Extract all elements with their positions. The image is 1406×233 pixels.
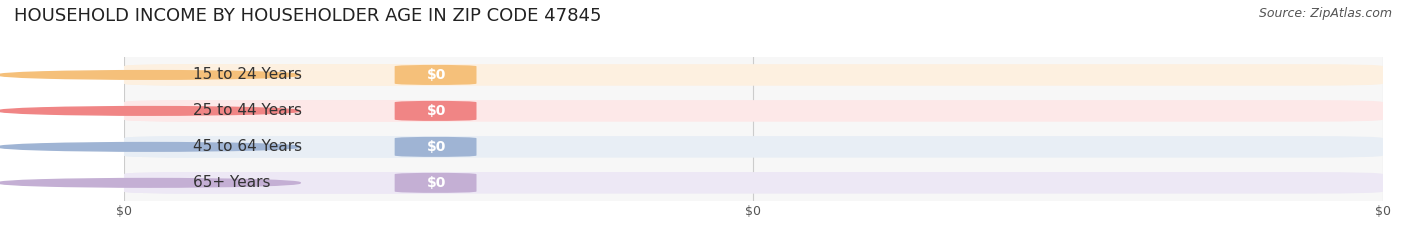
Circle shape: [0, 71, 301, 79]
FancyBboxPatch shape: [124, 136, 1384, 158]
Circle shape: [0, 178, 301, 187]
FancyBboxPatch shape: [124, 172, 1384, 194]
FancyBboxPatch shape: [124, 100, 1384, 122]
Circle shape: [0, 143, 301, 151]
Text: $0: $0: [426, 68, 446, 82]
FancyBboxPatch shape: [395, 173, 477, 193]
FancyBboxPatch shape: [395, 137, 477, 157]
Text: $0: $0: [426, 104, 446, 118]
FancyBboxPatch shape: [124, 172, 477, 194]
Text: $0: $0: [426, 140, 446, 154]
Circle shape: [0, 106, 301, 115]
Text: HOUSEHOLD INCOME BY HOUSEHOLDER AGE IN ZIP CODE 47845: HOUSEHOLD INCOME BY HOUSEHOLDER AGE IN Z…: [14, 7, 602, 25]
FancyBboxPatch shape: [395, 65, 477, 85]
Text: 25 to 44 Years: 25 to 44 Years: [193, 103, 302, 118]
FancyBboxPatch shape: [395, 101, 477, 121]
FancyBboxPatch shape: [124, 100, 477, 122]
Text: 65+ Years: 65+ Years: [193, 175, 271, 190]
FancyBboxPatch shape: [124, 64, 1384, 86]
FancyBboxPatch shape: [124, 136, 477, 158]
FancyBboxPatch shape: [124, 64, 477, 86]
Text: 15 to 24 Years: 15 to 24 Years: [193, 67, 302, 82]
Text: $0: $0: [426, 176, 446, 190]
Text: Source: ZipAtlas.com: Source: ZipAtlas.com: [1258, 7, 1392, 20]
Text: 45 to 64 Years: 45 to 64 Years: [193, 139, 302, 154]
